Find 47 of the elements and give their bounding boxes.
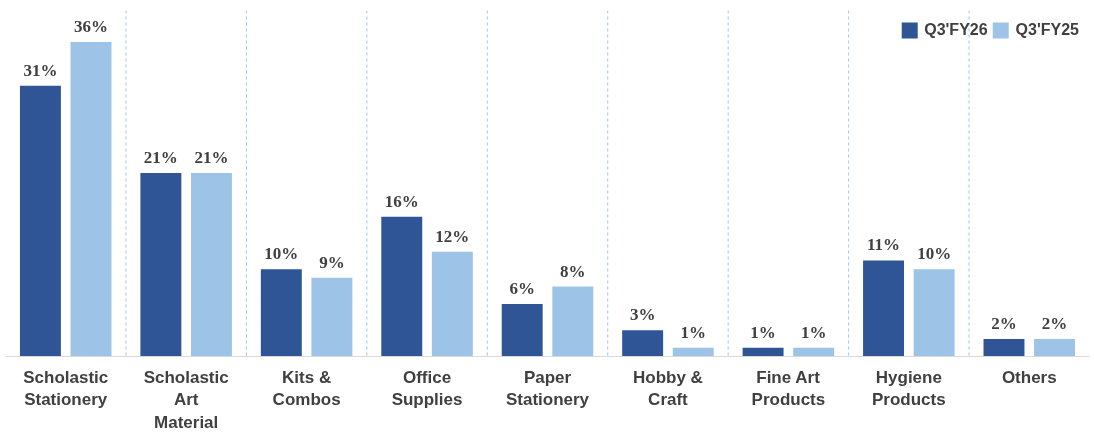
legend-label: Q3'FY26 (924, 21, 988, 39)
data-label: 11% (867, 235, 901, 255)
bar (70, 41, 112, 357)
bar (552, 286, 594, 357)
data-label: 36% (74, 16, 109, 36)
x-tick-label: Scholastic Art Material (143, 367, 229, 433)
data-label: 1% (750, 322, 776, 342)
data-label: 21% (143, 148, 178, 168)
bar (311, 277, 353, 357)
data-label: 12% (435, 226, 470, 246)
data-label: 8% (560, 261, 586, 281)
data-label: 6% (509, 279, 535, 299)
bar (260, 269, 302, 357)
x-tick-label: Office Supplies (391, 367, 463, 410)
x-tick-label: Kits & Combos (272, 367, 341, 410)
x-tick-label: Hygiene Products (871, 367, 946, 410)
data-label: 1% (800, 322, 827, 342)
bar (622, 330, 664, 357)
data-label: 16% (384, 191, 419, 211)
data-label: 21% (194, 148, 229, 168)
bar (501, 304, 543, 357)
bar (863, 260, 905, 357)
data-label: 2% (991, 314, 1017, 334)
data-label: 2% (1041, 314, 1068, 334)
bar (983, 339, 1025, 357)
bar (19, 85, 61, 357)
bar (140, 173, 182, 357)
data-label: 9% (319, 252, 345, 272)
data-label: 10% (917, 244, 952, 264)
bar (431, 251, 473, 357)
data-label: 3% (629, 305, 656, 325)
x-tick-label: Fine Art Products (751, 367, 826, 410)
data-label: 31% (23, 60, 58, 80)
data-label: 10% (264, 244, 299, 264)
x-tick-label: Scholastic Stationery (23, 367, 109, 410)
x-tick-label: Hobby & Craft (633, 367, 703, 410)
bar (742, 347, 784, 357)
bar (672, 347, 714, 357)
bar (793, 347, 835, 357)
x-tick-label: Others (1001, 367, 1057, 387)
x-tick-label: Paper Stationery (505, 367, 590, 410)
bar (381, 216, 423, 357)
bar (190, 173, 232, 357)
bar (1034, 339, 1076, 357)
legend-label: Q3'FY25 (1015, 21, 1079, 39)
data-label: 1% (680, 322, 706, 342)
bar (913, 269, 955, 357)
